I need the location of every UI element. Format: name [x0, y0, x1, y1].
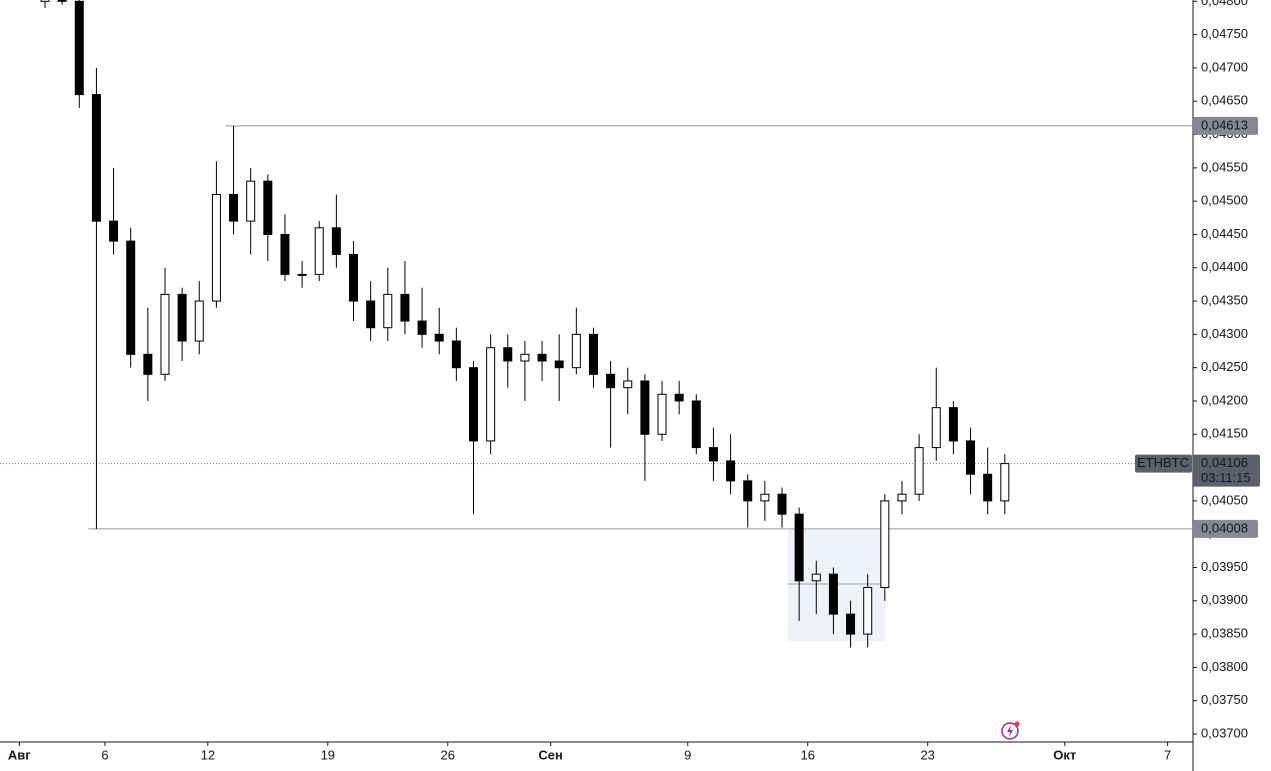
y-tick-label: 0,04450 — [1201, 226, 1248, 241]
candle-body — [657, 393, 667, 435]
y-tick-label: 0,04650 — [1201, 93, 1248, 108]
candle-body — [366, 300, 376, 329]
candle-body — [400, 293, 410, 322]
candle-body — [640, 380, 650, 435]
x-tick-label: 19 — [321, 747, 335, 762]
candle-body — [468, 367, 478, 442]
candle-body — [126, 240, 136, 355]
y-tick-label: 0,04150 — [1201, 426, 1248, 441]
candle-body — [674, 393, 684, 402]
x-tick-label: 16 — [800, 747, 814, 762]
candle-body — [1000, 463, 1010, 502]
candle-body — [194, 300, 204, 342]
candle-body — [143, 353, 153, 375]
candle-body — [948, 407, 958, 442]
last-price-label: 0,04106 — [1201, 455, 1248, 470]
y-tick-label: 0,03950 — [1201, 559, 1248, 574]
candle-body — [571, 333, 581, 369]
candle-body — [691, 400, 701, 449]
candle-body — [794, 513, 804, 582]
candle-body — [417, 320, 427, 335]
price-tag — [1193, 116, 1258, 135]
candle-body — [863, 586, 873, 635]
candle-body — [897, 493, 907, 502]
candle-body — [743, 480, 753, 502]
candle-body — [280, 233, 290, 275]
candle-body — [246, 180, 256, 222]
x-tick-label: 7 — [1164, 747, 1171, 762]
candle-body — [91, 94, 101, 222]
x-tick-label: 9 — [684, 747, 691, 762]
y-tick-label: 0,04350 — [1201, 293, 1248, 308]
y-tick-label: 0,04300 — [1201, 326, 1248, 341]
candle-body — [314, 227, 324, 275]
x-tick-label: Авг — [8, 747, 31, 762]
lightning-icon[interactable] — [1001, 721, 1020, 740]
y-tick-label: 0,04250 — [1201, 359, 1248, 374]
y-tick-label: 0,04050 — [1201, 492, 1248, 507]
candle-body — [606, 373, 616, 389]
symbol-tag — [1135, 454, 1192, 473]
price-tag — [1193, 519, 1258, 538]
candle-body — [846, 613, 856, 635]
candle-body — [297, 273, 307, 276]
y-tick-label: 0,04400 — [1201, 259, 1248, 274]
candle-body — [109, 220, 119, 242]
candle-body — [777, 493, 787, 515]
candle-body — [383, 293, 393, 329]
y-tick-label: 0,03750 — [1201, 692, 1248, 707]
candle-body — [486, 347, 496, 442]
x-tick-label: 6 — [101, 747, 108, 762]
x-tick-label: 26 — [441, 747, 455, 762]
candle-body — [229, 193, 239, 222]
candle-body — [828, 573, 838, 615]
candle-body — [760, 493, 770, 502]
candle-body — [177, 293, 187, 342]
candle-body — [931, 407, 941, 449]
candle-body — [811, 573, 821, 582]
candle-body — [451, 340, 461, 369]
y-tick-label: 0,04200 — [1201, 392, 1248, 407]
candle-body — [349, 253, 359, 302]
candle-body — [880, 500, 890, 588]
candle-body — [537, 353, 547, 362]
candle-body — [623, 380, 633, 389]
candle-body — [588, 333, 598, 375]
candle-body — [331, 227, 341, 255]
candle-body — [503, 347, 513, 362]
candle-body — [554, 360, 564, 369]
candle-body — [983, 473, 993, 502]
y-tick-label: 0,03850 — [1201, 626, 1248, 641]
y-tick-label: 0,04550 — [1201, 159, 1248, 174]
candle-body — [708, 447, 718, 462]
y-tick-label: 0,03800 — [1201, 659, 1248, 674]
candle-body — [966, 440, 976, 475]
countdown-label: 03:11:15 — [1201, 470, 1251, 485]
price-tag-label: 0,04008 — [1201, 520, 1248, 535]
x-tick-label: 12 — [201, 747, 215, 762]
candle-body — [263, 180, 273, 235]
y-tick-label: 0,03900 — [1201, 592, 1248, 607]
candle-body — [74, 0, 84, 96]
x-tick-label: 23 — [920, 747, 934, 762]
symbol-label: ETHBTC — [1137, 455, 1189, 470]
candle-body — [726, 460, 736, 482]
y-tick-label: 0,04500 — [1201, 193, 1248, 208]
y-tick-label: 0,04700 — [1201, 59, 1248, 74]
candle-body — [520, 353, 530, 362]
price-tag-label: 0,04613 — [1201, 117, 1248, 132]
candle-body — [434, 333, 444, 342]
candle-body — [160, 293, 170, 375]
candle-body — [914, 447, 924, 495]
y-tick-label: 0,04750 — [1201, 26, 1248, 41]
y-tick-label: 0,04800 — [1201, 0, 1248, 8]
y-tick-label: 0,03700 — [1201, 725, 1248, 740]
candle-body — [57, 0, 67, 2]
candle-body — [40, 0, 50, 2]
candle-body — [211, 193, 221, 302]
last-price-tag — [1193, 454, 1260, 487]
x-tick-label: Сен — [538, 747, 562, 762]
x-tick-label: Окт — [1053, 747, 1076, 762]
